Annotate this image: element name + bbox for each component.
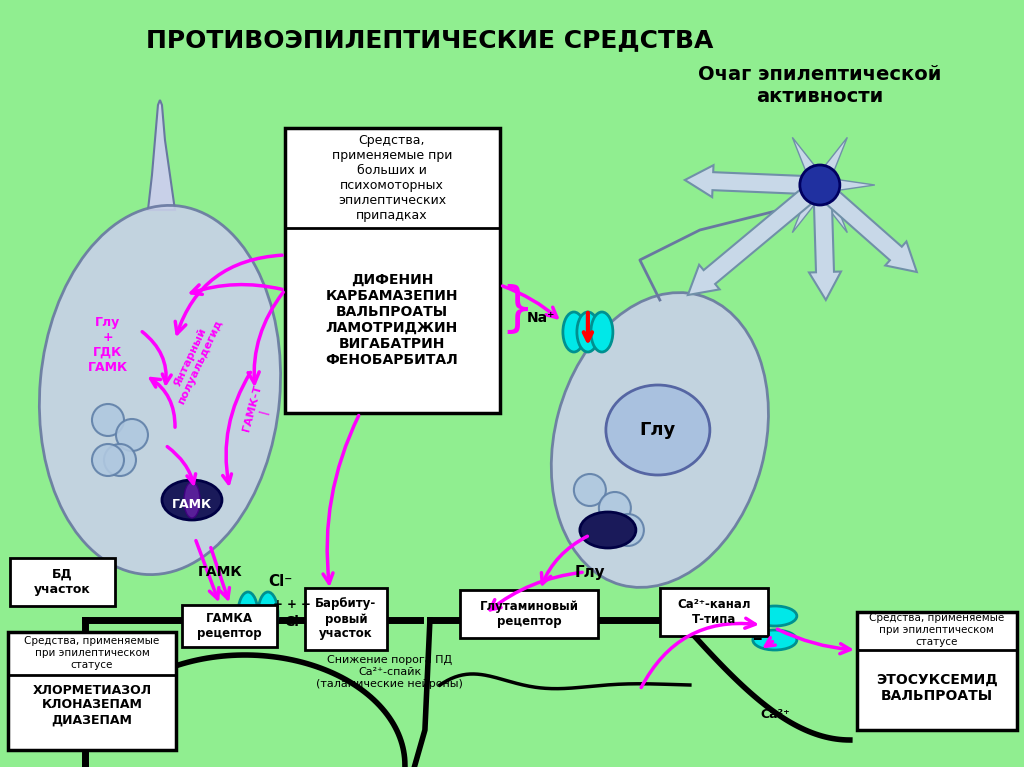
Text: Cl⁻: Cl⁻	[284, 615, 306, 629]
Bar	[10, 558, 115, 606]
Text: БД
участок: БД участок	[34, 568, 90, 596]
Polygon shape	[688, 188, 814, 295]
Text: Снижение порога ПД
Ca²⁺-спайк
(таламические нейроны): Снижение порога ПД Ca²⁺-спайк (таламичес…	[316, 655, 464, 689]
Ellipse shape	[753, 630, 797, 650]
Polygon shape	[765, 177, 820, 193]
Ellipse shape	[162, 480, 222, 520]
Ellipse shape	[184, 482, 200, 518]
Polygon shape	[826, 190, 916, 272]
Text: Ca²⁺: Ca²⁺	[760, 709, 790, 722]
Text: ЭТОСУКСЕМИД
ВАЛЬПРОАТЫ: ЭТОСУКСЕМИД ВАЛЬПРОАТЫ	[876, 673, 997, 703]
Circle shape	[599, 492, 631, 524]
Circle shape	[612, 514, 644, 546]
Bar	[285, 128, 500, 413]
Text: Глу: Глу	[574, 565, 605, 580]
Ellipse shape	[258, 592, 278, 636]
Bar	[305, 588, 387, 650]
Text: Cl⁻: Cl⁻	[268, 574, 292, 590]
Text: ХЛОРМЕТИАЗОЛ
КЛОНАЗЕПАМ
ДИАЗЕПАМ: ХЛОРМЕТИАЗОЛ КЛОНАЗЕПАМ ДИАЗЕПАМ	[33, 683, 152, 726]
Text: ДИФЕНИН
КАРБАМАЗЕПИН
ВАЛЬПРОАТЫ
ЛАМОТРИДЖИН
ВИГАБАТРИН
ФЕНОБАРБИТАЛ: ДИФЕНИН КАРБАМАЗЕПИН ВАЛЬПРОАТЫ ЛАМОТРИД…	[326, 272, 459, 367]
Ellipse shape	[577, 312, 599, 352]
Text: Na⁺: Na⁺	[526, 311, 555, 325]
Text: + + +: + + +	[273, 597, 311, 611]
Text: Глу
+
ГДК
ГАМК: Глу + ГДК ГАМК	[88, 316, 128, 374]
Ellipse shape	[606, 385, 710, 475]
Text: Средства, применяемые
при эпилептическом
статусе: Средства, применяемые при эпилептическом…	[869, 614, 1005, 647]
Text: ГАМКА
рецептор: ГАМКА рецептор	[197, 612, 261, 640]
Polygon shape	[685, 165, 805, 197]
Text: ГАМК-Т
|: ГАМК-Т |	[241, 384, 275, 436]
Ellipse shape	[580, 512, 636, 548]
Ellipse shape	[551, 292, 768, 588]
Text: Средства, применяемые
при эпилептическом
статусе: Средства, применяемые при эпилептическом…	[25, 637, 160, 670]
Circle shape	[586, 514, 617, 546]
Bar	[182, 605, 276, 647]
Circle shape	[104, 444, 136, 476]
Polygon shape	[809, 199, 841, 300]
Text: ГАМК: ГАМК	[172, 499, 212, 512]
Bar	[659, 588, 768, 636]
Polygon shape	[148, 100, 175, 210]
Polygon shape	[640, 195, 805, 300]
Bar	[8, 632, 176, 750]
Text: Глу: Глу	[640, 421, 676, 439]
Text: ПРОТИВОЭПИЛЕПТИЧЕСКИЕ СРЕДСТВА: ПРОТИВОЭПИЛЕПТИЧЕСКИЕ СРЕДСТВА	[146, 28, 714, 52]
Circle shape	[800, 165, 840, 205]
Polygon shape	[820, 177, 874, 193]
Text: Барбиту-
ровый
участок: Барбиту- ровый участок	[315, 597, 377, 640]
Circle shape	[92, 404, 124, 436]
Text: Очаг эпилептической
активности: Очаг эпилептической активности	[698, 64, 941, 106]
Text: ГАМК: ГАМК	[198, 565, 243, 579]
Circle shape	[573, 474, 606, 506]
Ellipse shape	[39, 206, 281, 574]
Circle shape	[116, 419, 148, 451]
Polygon shape	[793, 137, 826, 189]
Text: Средства,
применяемые при
больших и
психомоторных
эпилептических
припадках: Средства, применяемые при больших и псих…	[332, 134, 453, 222]
Polygon shape	[813, 181, 847, 232]
Bar	[460, 590, 598, 638]
Text: Янтарный
полуальдегид: Янтарный полуальдегид	[166, 314, 224, 407]
Ellipse shape	[563, 312, 585, 352]
Ellipse shape	[753, 606, 797, 626]
Ellipse shape	[591, 312, 613, 352]
Text: Глутаминовый
рецептор: Глутаминовый рецептор	[479, 600, 579, 628]
Text: }: }	[500, 284, 534, 336]
Circle shape	[92, 444, 124, 476]
Text: –: –	[753, 628, 763, 647]
Polygon shape	[813, 137, 847, 189]
Text: Ca²⁺-канал
Т-типа: Ca²⁺-канал Т-типа	[677, 598, 751, 626]
Ellipse shape	[238, 592, 258, 636]
Bar	[857, 612, 1017, 730]
Polygon shape	[793, 181, 826, 232]
